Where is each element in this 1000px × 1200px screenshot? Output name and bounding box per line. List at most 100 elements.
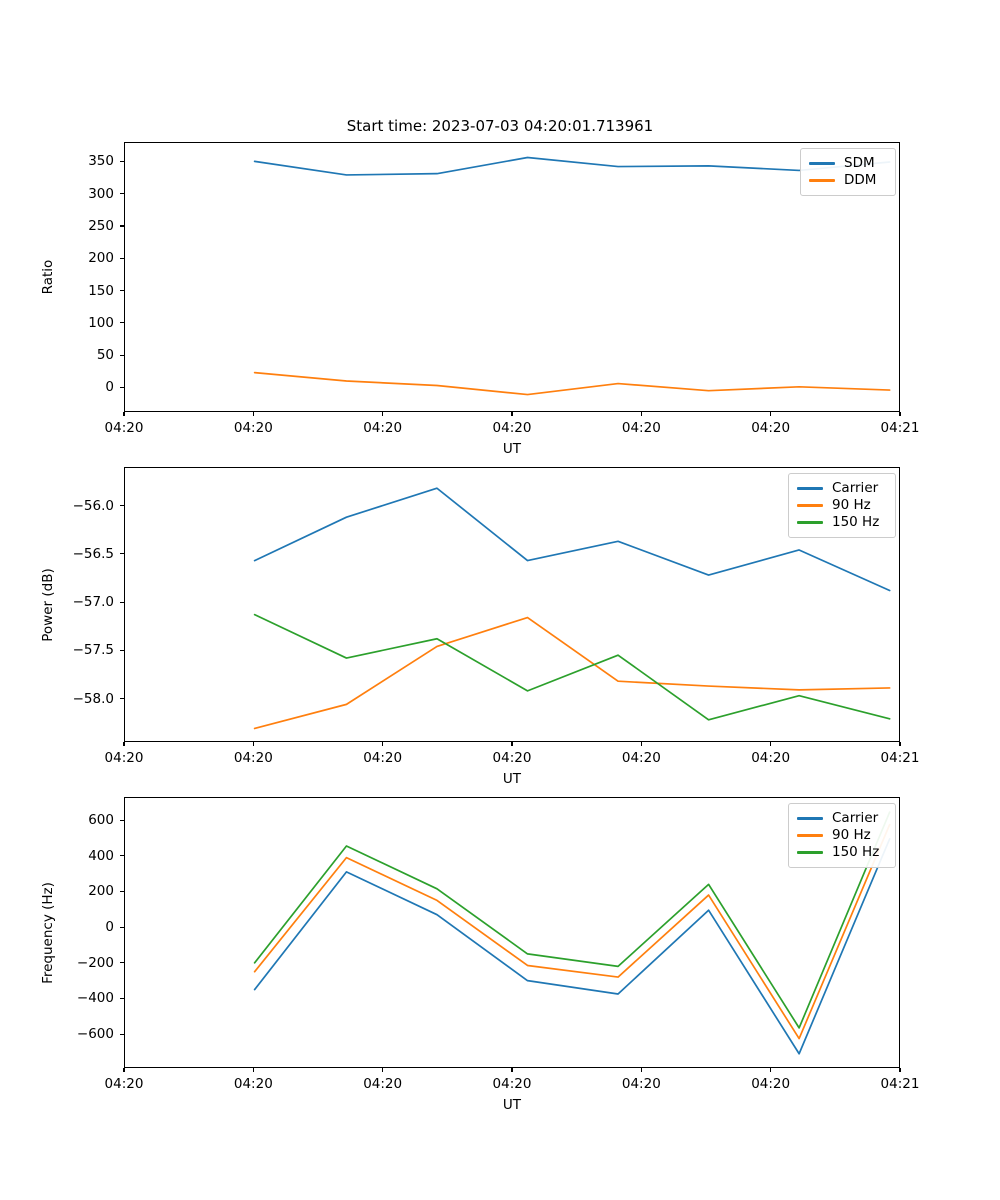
legend-color-swatch-icon	[809, 162, 835, 165]
x-tick-label: 04:20	[104, 750, 144, 766]
legend-entry-ddm[interactable]: DDM	[809, 172, 887, 189]
x-axis-label: UT	[502, 1097, 522, 1113]
series-line-90-hz	[253, 616, 891, 730]
y-tick-mark	[119, 997, 124, 999]
x-axis-label: UT	[502, 771, 522, 787]
legend-color-swatch-icon	[797, 834, 823, 837]
y-tick-label: −56.5	[72, 545, 114, 562]
figure-title: Start time: 2023-07-03 04:20:01.713961	[346, 117, 654, 135]
y-tick-label: 300	[88, 185, 114, 202]
x-tick-mark	[899, 1068, 901, 1073]
y-tick-mark	[119, 322, 124, 324]
x-tick-label: 04:20	[363, 1076, 403, 1092]
y-tick-mark	[119, 962, 124, 964]
x-tick-label: 04:20	[492, 420, 532, 436]
legend-entry-90-hz[interactable]: 90 Hz	[797, 827, 887, 844]
legend-label: 150 Hz	[832, 514, 880, 530]
x-tick-label: 04:20	[492, 750, 532, 766]
y-tick-label: 0	[105, 919, 114, 936]
y-tick-label: 200	[88, 250, 114, 267]
y-tick-mark	[119, 354, 124, 356]
y-tick-mark	[119, 160, 124, 162]
legend-panel-ratio[interactable]: SDM DDM	[800, 148, 896, 196]
y-tick-label: −57.0	[72, 594, 114, 611]
x-tick-mark	[511, 1068, 513, 1073]
y-tick-label: −56.0	[72, 497, 114, 514]
x-tick-label: 04:20	[621, 420, 661, 436]
y-tick-label: 150	[88, 282, 114, 299]
legend-entry-carrier[interactable]: Carrier	[797, 810, 887, 827]
y-tick-mark	[119, 819, 124, 821]
x-tick-mark	[252, 742, 254, 747]
x-tick-label: 04:20	[104, 1076, 144, 1092]
legend-entry-90-hz[interactable]: 90 Hz	[797, 497, 887, 514]
y-tick-label: 350	[88, 153, 114, 170]
y-tick-mark	[119, 257, 124, 259]
legend-entry-carrier[interactable]: Carrier	[797, 480, 887, 497]
legend-entry-150-hz[interactable]: 150 Hz	[797, 514, 887, 531]
x-tick-mark	[770, 1068, 772, 1073]
y-tick-mark	[119, 926, 124, 928]
x-tick-label: 04:20	[104, 420, 144, 436]
x-tick-label: 04:20	[751, 1076, 791, 1092]
legend-color-swatch-icon	[797, 521, 823, 524]
x-tick-mark	[511, 412, 513, 417]
x-tick-mark	[899, 742, 901, 747]
legend-color-swatch-icon	[797, 504, 823, 507]
legend-entry-150-hz[interactable]: 150 Hz	[797, 844, 887, 861]
y-tick-label: 600	[88, 812, 114, 829]
x-tick-label: 04:20	[621, 750, 661, 766]
legend-label: Carrier	[832, 810, 879, 826]
y-tick-mark	[119, 505, 124, 507]
x-tick-label: 04:20	[363, 420, 403, 436]
y-tick-mark	[119, 649, 124, 651]
x-tick-mark	[770, 742, 772, 747]
x-tick-mark	[252, 1068, 254, 1073]
x-tick-label: 04:20	[233, 750, 273, 766]
x-tick-label: 04:21	[880, 420, 920, 436]
x-tick-mark	[123, 412, 125, 417]
y-tick-mark	[119, 193, 124, 195]
legend-panel-frequency[interactable]: Carrier 90 Hz 150 Hz	[788, 803, 896, 868]
series-line-sdm	[253, 156, 891, 176]
plot-area-panel-ratio	[124, 142, 900, 412]
x-tick-label: 04:20	[751, 750, 791, 766]
y-tick-label: 100	[88, 314, 114, 331]
y-tick-mark	[119, 225, 124, 227]
y-tick-mark	[119, 553, 124, 555]
x-tick-mark	[640, 1068, 642, 1073]
y-tick-label: −200	[76, 954, 114, 971]
legend-panel-power[interactable]: Carrier 90 Hz 150 Hz	[788, 473, 896, 538]
legend-label: 150 Hz	[832, 844, 880, 860]
x-tick-label: 04:20	[233, 420, 273, 436]
y-tick-label: 0	[105, 379, 114, 396]
y-tick-label: 400	[88, 847, 114, 864]
x-tick-mark	[382, 1068, 384, 1073]
legend-label: Carrier	[832, 480, 879, 496]
x-tick-label: 04:21	[880, 750, 920, 766]
series-line-150-hz	[253, 811, 891, 1029]
y-tick-mark	[119, 855, 124, 857]
y-tick-mark	[119, 890, 124, 893]
plot-area-panel-frequency	[124, 797, 900, 1068]
x-tick-mark	[382, 412, 384, 417]
legend-label: SDM	[844, 155, 875, 171]
x-tick-mark	[640, 412, 642, 417]
plot-area-panel-power	[124, 467, 900, 742]
legend-label: DDM	[844, 172, 877, 188]
x-tick-label: 04:20	[621, 1076, 661, 1092]
legend-color-swatch-icon	[809, 179, 835, 182]
y-tick-mark	[119, 290, 124, 292]
x-tick-mark	[382, 742, 384, 747]
y-tick-label: 200	[88, 883, 114, 900]
x-tick-mark	[770, 412, 772, 417]
legend-label: 90 Hz	[832, 827, 871, 843]
legend-color-swatch-icon	[797, 817, 823, 820]
legend-entry-sdm[interactable]: SDM	[809, 155, 887, 172]
x-tick-label: 04:20	[492, 1076, 532, 1092]
x-tick-label: 04:20	[233, 1076, 273, 1092]
y-tick-mark	[119, 601, 124, 603]
legend-color-swatch-icon	[797, 851, 823, 854]
